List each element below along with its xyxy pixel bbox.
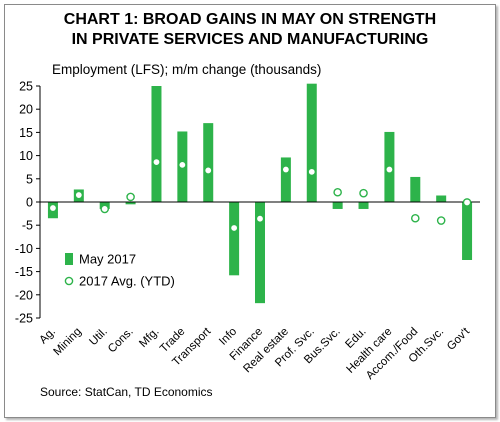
y-tick-label: 15 xyxy=(19,126,33,140)
bar-real-estate xyxy=(280,157,291,202)
legend-marker-swatch xyxy=(64,276,74,286)
bar-cons- xyxy=(125,202,136,205)
bar-gov-t xyxy=(462,202,473,260)
bar-finance xyxy=(255,202,265,304)
x-tick-label: Cons. xyxy=(106,326,136,356)
bar-oth-svc- xyxy=(436,195,447,202)
bar-transport xyxy=(203,123,214,202)
avg-marker xyxy=(385,165,394,174)
y-tick-label: -25 xyxy=(15,312,33,326)
bar-accom-food xyxy=(410,176,421,202)
bar-mfg- xyxy=(151,86,162,202)
legend-label-marker: 2017 Avg. (YTD) xyxy=(79,274,175,289)
avg-marker xyxy=(333,187,342,197)
y-tick-label: 10 xyxy=(19,149,33,163)
y-tick-label: 20 xyxy=(19,103,33,117)
bar-bus-svc- xyxy=(332,202,343,209)
chart-frame xyxy=(4,4,496,418)
x-tick-label: Gov't xyxy=(445,325,473,353)
avg-marker xyxy=(178,160,187,170)
avg-marker xyxy=(152,157,161,167)
avg-marker xyxy=(255,214,265,224)
y-tick-label: 0 xyxy=(26,196,33,210)
x-tick-label: Info xyxy=(217,326,239,348)
y-tick-label: 5 xyxy=(26,172,33,186)
chart-subtitle: Employment (LFS); m/m change (thousands) xyxy=(52,62,322,77)
avg-marker xyxy=(203,166,213,175)
avg-marker xyxy=(229,223,239,233)
y-tick-label: -15 xyxy=(15,265,33,279)
avg-marker xyxy=(410,213,420,223)
y-tick-label: -5 xyxy=(22,219,33,233)
avg-marker xyxy=(48,203,58,213)
y-tick-label: 25 xyxy=(19,80,33,94)
y-tick-label: -10 xyxy=(15,242,33,256)
avg-marker xyxy=(359,188,368,198)
avg-marker xyxy=(281,165,291,174)
x-tick-label: Mining xyxy=(51,326,83,358)
legend-label-bar: May 2017 xyxy=(79,252,136,267)
chart-title-line-1: CHART 1: BROAD GAINS IN MAY ON STRENGTH xyxy=(63,11,437,28)
bar-prof-svc- xyxy=(306,83,317,202)
avg-marker xyxy=(462,198,472,207)
chart-title-line-2: IN PRIVATE SERVICES AND MANUFACTURING xyxy=(71,31,429,48)
legend-bar-swatch xyxy=(65,253,73,265)
y-tick-label: -20 xyxy=(15,288,33,302)
avg-marker xyxy=(74,190,84,200)
chart-title: CHART 1: BROAD GAINS IN MAY ON STRENGTH … xyxy=(0,10,500,50)
avg-marker xyxy=(307,167,317,177)
chart-source: Source: StatCan, TD Economics xyxy=(40,385,213,399)
x-tick-label: Ag. xyxy=(37,326,58,347)
bar-info xyxy=(229,202,240,276)
x-tick-label: Util. xyxy=(87,326,109,348)
avg-marker xyxy=(436,216,446,225)
avg-marker xyxy=(100,204,110,214)
bar-edu- xyxy=(358,202,369,209)
avg-marker xyxy=(126,192,135,202)
